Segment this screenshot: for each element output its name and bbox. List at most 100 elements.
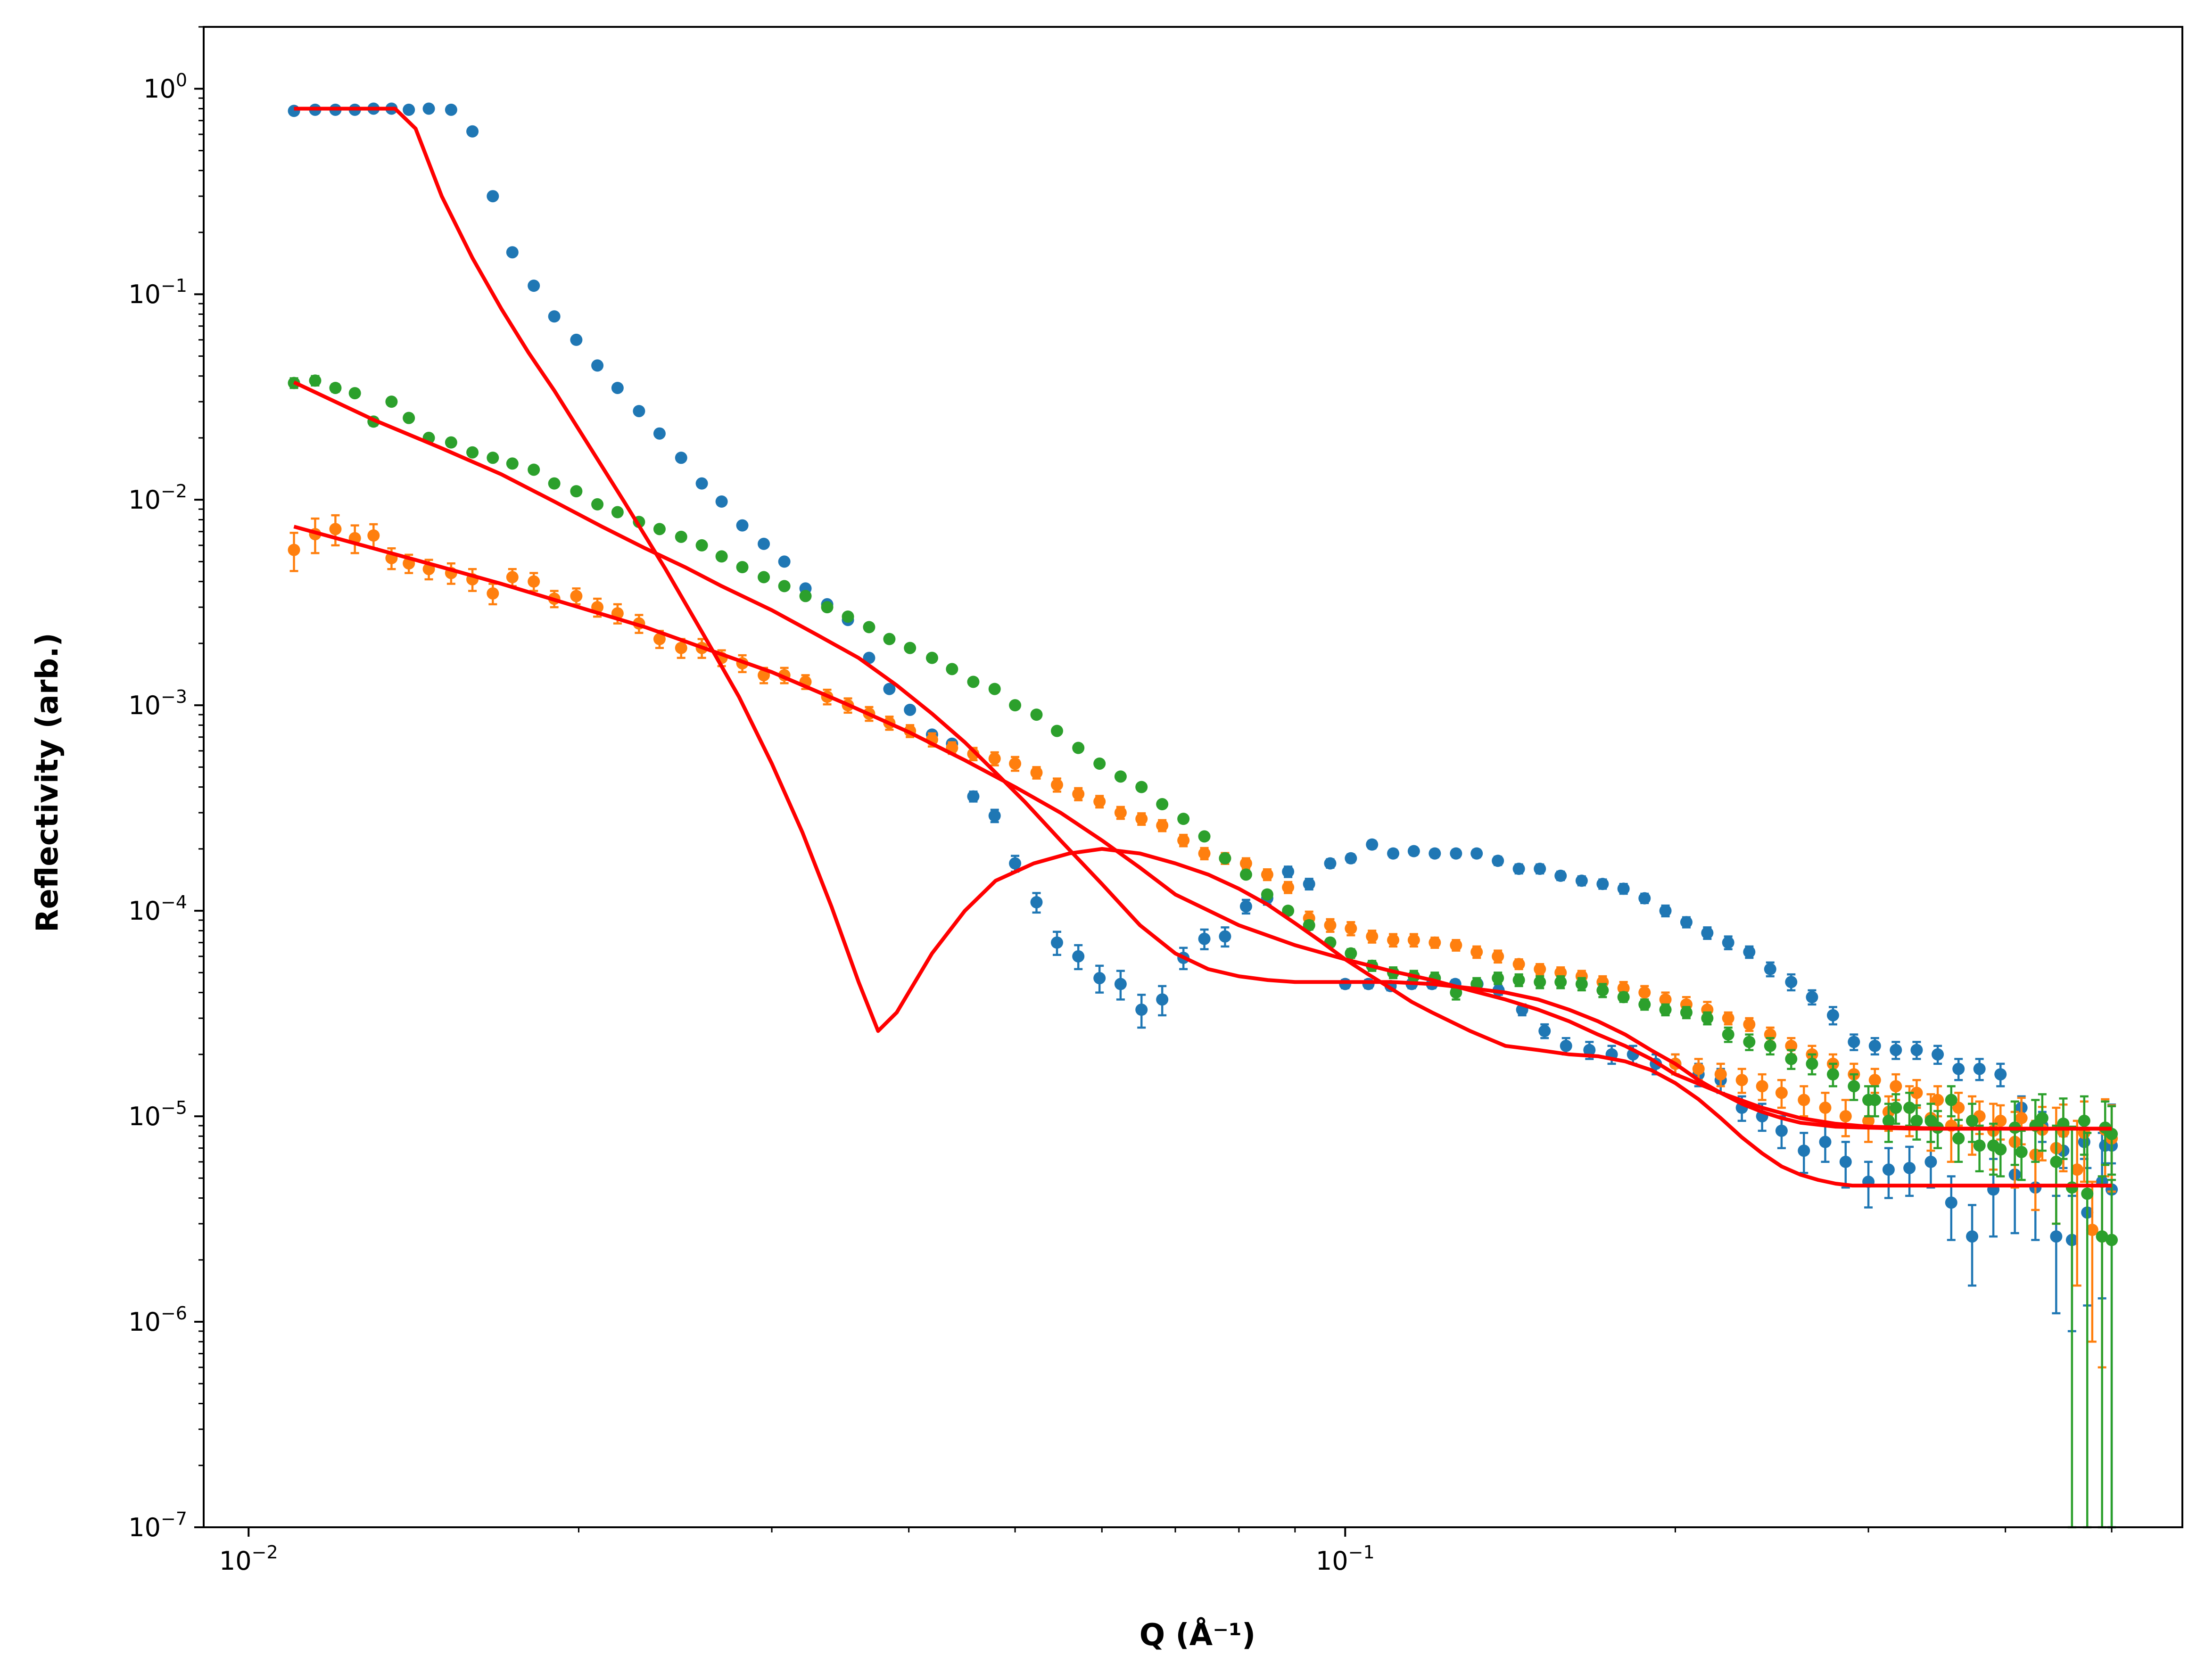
data-point xyxy=(487,190,499,203)
data-point xyxy=(1009,757,1022,770)
data-point xyxy=(758,571,770,584)
y-tick-label: 10−5 xyxy=(128,1097,187,1131)
data-point xyxy=(611,506,624,519)
data-point xyxy=(1345,947,1357,960)
data-point xyxy=(1882,1163,1895,1176)
data-point xyxy=(1910,1044,1923,1056)
data-point xyxy=(1932,1048,1944,1061)
plot-frame xyxy=(203,26,2183,1528)
y-tick-label: 10−7 xyxy=(128,1508,187,1542)
fit-line-6 xyxy=(294,107,2112,1188)
data-point xyxy=(1324,919,1337,931)
data-point xyxy=(1659,905,1672,917)
data-point xyxy=(988,809,1001,822)
data-point xyxy=(1492,972,1504,985)
series-5-points xyxy=(1862,1085,2118,1529)
x-tick-label: 10−1 xyxy=(1316,1542,1375,1576)
data-point xyxy=(1994,1114,2007,1127)
data-point xyxy=(1862,1114,1875,1127)
data-point xyxy=(1775,1124,1788,1137)
data-point xyxy=(1135,813,1148,825)
data-point xyxy=(1743,1036,1756,1048)
data-point xyxy=(1072,788,1085,800)
data-point xyxy=(1575,978,1588,990)
data-point xyxy=(1862,1094,1875,1106)
data-point xyxy=(1764,1039,1776,1052)
data-point xyxy=(1596,984,1609,996)
data-point xyxy=(591,359,604,372)
data-point xyxy=(904,703,917,716)
data-point xyxy=(2081,1187,2094,1200)
data-point xyxy=(1743,946,1756,958)
data-point xyxy=(2071,1163,2083,1176)
data-point xyxy=(329,381,342,394)
data-point xyxy=(1261,888,1273,901)
data-point xyxy=(403,412,415,424)
data-point xyxy=(1219,930,1231,943)
data-point xyxy=(715,495,728,508)
data-point xyxy=(1156,798,1169,811)
x-tick-label: 10−2 xyxy=(219,1542,278,1576)
data-point xyxy=(1735,1074,1748,1087)
data-point xyxy=(988,752,1001,765)
data-point xyxy=(2096,1230,2108,1243)
data-point xyxy=(1785,1053,1798,1065)
data-point xyxy=(1282,865,1295,878)
data-point xyxy=(1952,1102,1965,1114)
data-point xyxy=(288,105,300,117)
data-point xyxy=(1512,974,1525,987)
data-point xyxy=(633,405,645,418)
data-point xyxy=(1135,1004,1148,1016)
data-point xyxy=(967,790,980,803)
data-point xyxy=(445,436,457,449)
data-point xyxy=(348,387,361,400)
data-point xyxy=(1924,1155,1937,1168)
data-point xyxy=(1050,778,1063,791)
data-point xyxy=(883,683,896,695)
data-point xyxy=(1659,993,1672,1006)
data-point xyxy=(1303,919,1315,931)
data-point xyxy=(570,333,583,346)
data-point xyxy=(1775,1087,1788,1099)
data-point xyxy=(385,395,398,408)
data-point xyxy=(528,575,540,588)
data-point xyxy=(1050,725,1063,737)
data-point xyxy=(1366,838,1379,851)
data-point xyxy=(778,580,791,593)
data-point xyxy=(1910,1087,1923,1099)
data-point xyxy=(2057,1117,2070,1130)
data-point xyxy=(1450,939,1462,952)
data-point xyxy=(1135,781,1148,793)
data-point xyxy=(1093,757,1106,770)
data-point xyxy=(1952,1132,1965,1145)
data-point xyxy=(548,310,561,323)
data-point xyxy=(1177,813,1190,825)
data-point xyxy=(487,452,499,464)
data-point xyxy=(487,587,499,600)
data-point xyxy=(1303,878,1315,890)
y-tick-label: 10−2 xyxy=(128,481,187,515)
data-point xyxy=(288,544,300,556)
data-point xyxy=(946,663,958,675)
data-point xyxy=(821,601,834,614)
data-point xyxy=(1450,986,1462,999)
data-point xyxy=(1198,830,1211,843)
y-tick-label: 10−6 xyxy=(128,1303,187,1337)
data-point xyxy=(1806,1057,1818,1070)
data-point xyxy=(1177,834,1190,847)
data-point xyxy=(1973,1062,1986,1075)
data-point xyxy=(1659,1004,1672,1016)
data-point xyxy=(1114,978,1127,990)
data-point xyxy=(653,523,666,535)
data-point xyxy=(1819,1136,1832,1148)
data-point xyxy=(1903,1161,1916,1174)
x-axis-title: Q (Å⁻¹) xyxy=(1140,1617,1256,1653)
data-point xyxy=(778,555,791,568)
data-point xyxy=(1966,1114,1979,1127)
data-point xyxy=(1030,896,1043,909)
data-point xyxy=(1282,881,1295,894)
data-point xyxy=(548,477,561,490)
data-point xyxy=(1156,993,1169,1006)
data-point xyxy=(1429,847,1441,860)
data-point xyxy=(1261,868,1273,881)
